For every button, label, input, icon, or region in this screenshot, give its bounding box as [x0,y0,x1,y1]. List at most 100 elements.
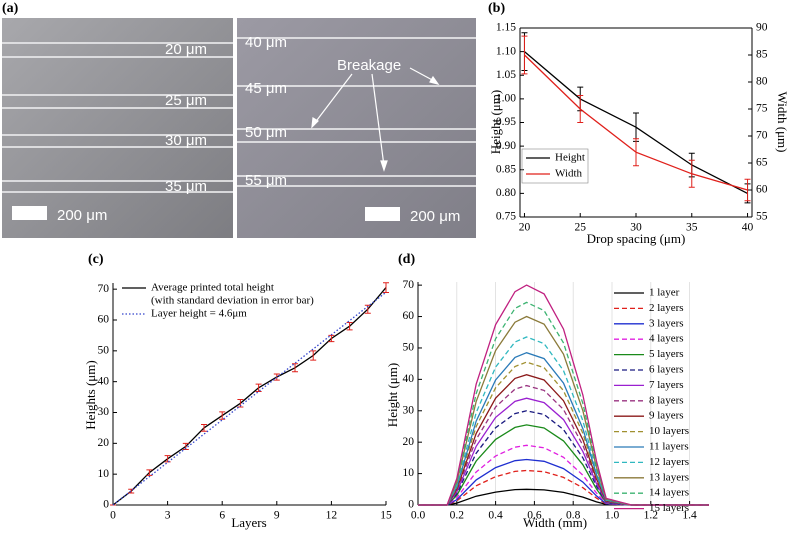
y2-tick-label: 80 [756,76,768,88]
legend-label: 6 layers [649,364,684,376]
x-tick-label: 0 [110,510,116,522]
legend-label: 13 layers [649,471,689,483]
error-bar [346,321,353,331]
y-tick-label: 0 [408,499,414,511]
y-tick-label: 0 [103,499,109,511]
error-bar [633,138,639,167]
spacing-label: 30 μm [165,132,207,149]
y-axis-label: Height (μm) [488,90,503,154]
scale-bar [12,206,47,220]
error-bar [146,469,153,476]
y2-tick-label: 60 [756,184,768,196]
legend-label: Height [555,152,585,164]
x-tick-label: 1.4 [682,510,697,522]
error-bar [688,159,695,188]
x-tick-label: 6 [219,510,225,522]
micrograph-panel: (a) 20 μm 25 μm 30 μm 35 μm 40 μm 45 μm … [2,1,476,238]
y-tick-label: 40 [403,373,415,385]
series-line [112,287,387,506]
x-tick-label: 0.4 [488,510,503,522]
series-line [418,458,709,506]
error-bar [633,112,639,142]
y-tick-label: 0.80 [496,187,516,199]
x-tick-label: 25 [574,222,586,234]
error-bar [201,424,207,432]
y-tick-label: 50 [403,342,415,354]
x-axis-label: Layers [231,515,266,530]
y-tick-label: 0.75 [496,211,516,223]
y2-tick-label: 55 [756,211,768,223]
x-tick-label: 1.0 [605,510,620,522]
y-tick-label: 60 [98,314,110,326]
legend-label: Average printed total height [151,282,274,294]
y-tick-label: 1.15 [496,22,516,34]
x-tick-label: 15 [380,510,392,522]
y2-tick-label: 75 [756,103,768,115]
x-tick-label: 0.2 [450,510,465,522]
panel-label: (b) [488,1,505,16]
y-tick-label: 0.85 [496,163,516,175]
legend-label: 11 layers [649,441,689,453]
spacing-label: 20 μm [165,41,207,58]
error-bar [521,35,528,75]
spacing-label: 45 μm [245,80,287,97]
y-tick-label: 40 [98,375,110,387]
x-tick-label: 20 [519,222,531,234]
y2-tick-label: 65 [756,157,768,169]
x-axis-label: Width (mm) [523,515,587,530]
panel-label: (a) [2,1,19,16]
panel-label: (d) [398,252,415,267]
x-tick-label: 0.6 [527,510,542,522]
legend-label: 14 layers [649,487,689,499]
y2-axis-label: Width (μm) [775,92,787,153]
x-tick-label: 30 [630,222,642,234]
y-tick-label: 1.05 [496,69,516,81]
y2-tick-label: 90 [756,22,768,34]
legend-label: 1 layer [649,287,680,299]
series-line [112,291,387,506]
y2-tick-label: 70 [756,130,768,142]
y-tick-label: 20 [403,436,415,448]
y-tick-label: 70 [98,283,110,295]
micrograph-left [2,18,233,238]
legend-label: 3 layers [649,317,684,329]
legend-label: 10 layers [649,425,689,437]
x-tick-label: 40 [742,222,754,234]
y-tick-label: 50 [98,344,110,356]
y-tick-label: 1.10 [496,45,516,57]
error-bar [292,363,298,373]
y-tick-label: 0.90 [496,140,516,152]
legend-label: 9 layers [649,410,684,422]
y2-tick-label: 85 [756,49,768,61]
legend-label: 15 layers [649,502,689,514]
error-bar [577,95,584,123]
scale-label: 200 μm [410,208,460,225]
breakage-label: Breakage [337,57,401,74]
spacing-label: 55 μm [245,172,287,189]
y-axis-label: Heights (μm) [83,360,98,429]
legend-label: Width [555,168,583,180]
y-tick-label: 0.95 [496,116,516,128]
error-bar [164,455,171,463]
legend-label: 8 layers [649,394,684,406]
y-tick-label: 20 [98,437,110,449]
x-tick-label: 12 [326,510,338,522]
error-bar [310,350,317,361]
y-tick-label: 30 [98,406,110,418]
x-tick-label: 3 [165,510,171,522]
y-tick-label: 30 [403,404,415,416]
series-line [418,444,709,506]
legend-box [521,148,589,184]
spacing-label: 50 μm [245,124,287,141]
error-bar [744,178,751,202]
x-axis-label: Drop spacing (μm) [587,231,686,246]
error-bar [383,282,389,294]
x-tick-label: 0.0 [411,510,426,522]
y-tick-label: 70 [403,279,415,291]
legend-label: 12 layers [649,456,689,468]
spacing-label: 25 μm [165,92,207,109]
y-axis-label: Height (μm) [385,363,400,427]
scale-bar [365,207,400,221]
series-line [418,488,709,506]
